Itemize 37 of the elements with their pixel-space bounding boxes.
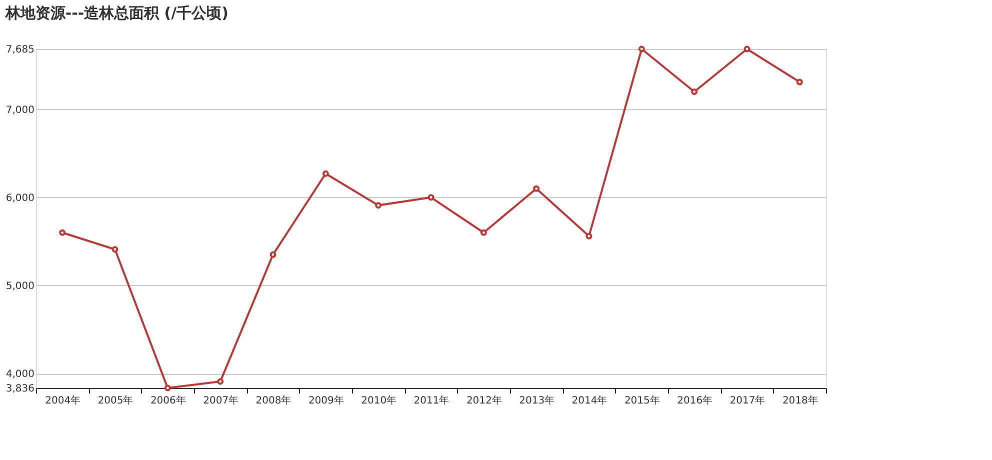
point	[796, 78, 803, 86]
y-tick-label: 6,000	[6, 192, 34, 204]
y-tick-label: 7,685	[6, 44, 34, 56]
y-tick-label: 5,000	[6, 280, 34, 292]
point	[428, 194, 434, 201]
point	[533, 185, 540, 192]
x-tick-label: 2006年	[150, 394, 186, 406]
point	[480, 229, 487, 236]
y-tick-label: 3,836	[6, 384, 34, 394]
x-tick-label: 2012年	[466, 394, 502, 406]
y-tick-label: 7,000	[6, 104, 34, 116]
point	[586, 232, 592, 240]
x-tick-label: 2011年	[414, 394, 450, 406]
x-tick-label: 2017年	[730, 394, 766, 406]
point	[375, 202, 382, 209]
x-tick-label: 2004年	[45, 394, 81, 406]
x-tick-label: 2016年	[677, 394, 713, 406]
point	[322, 170, 329, 177]
point	[164, 384, 171, 392]
x-tick-label: 2008年	[256, 394, 292, 406]
y-tick-label: 4,000	[6, 369, 34, 380]
x-tick-label: 2009年	[308, 394, 344, 406]
x-tick-label: 2007年	[203, 394, 239, 406]
point	[112, 246, 118, 253]
x-tick-label: 2013年	[519, 394, 555, 406]
x-tick-label: 2015年	[624, 394, 660, 406]
point	[691, 88, 698, 95]
point	[59, 229, 66, 236]
x-tick-label: 2010年	[361, 394, 397, 406]
x-tick-label: 2005年	[98, 394, 134, 406]
chart-title: 林地资源---造林总面积 (/千公顷)	[4, 4, 228, 22]
point	[217, 378, 224, 385]
x-tick-label: 2014年	[572, 394, 608, 406]
point	[744, 46, 750, 52]
x-tick-label: 2018年	[782, 394, 818, 406]
point	[270, 251, 276, 258]
point	[638, 46, 645, 52]
